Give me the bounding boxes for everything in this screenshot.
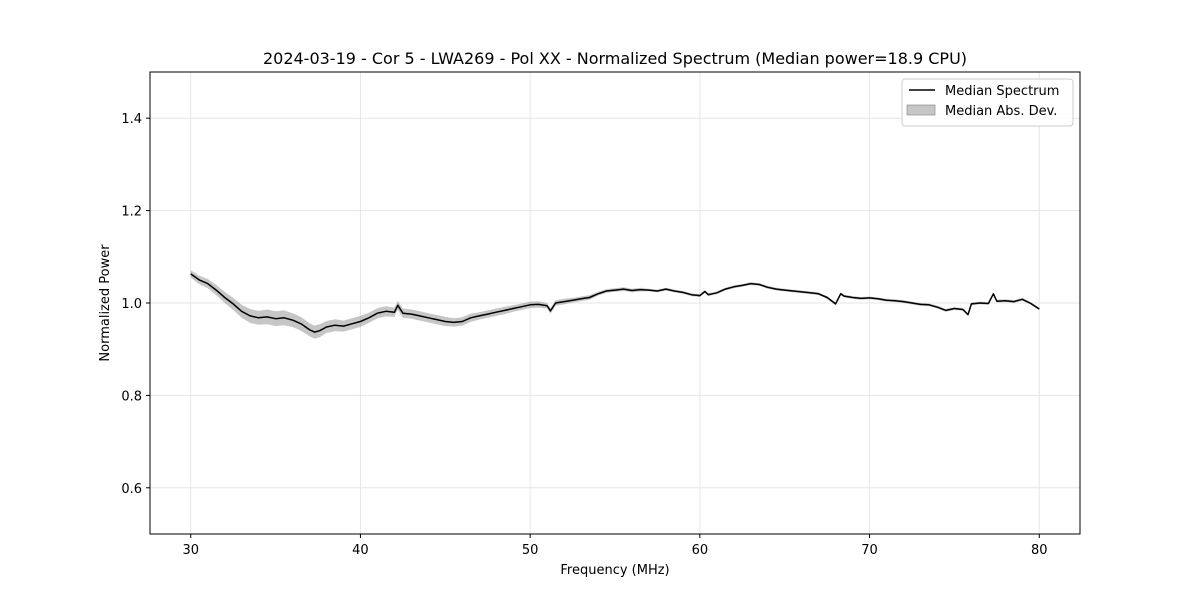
x-axis-label: Frequency (MHz) [560, 563, 669, 578]
y-tick-label: 0.8 [121, 389, 142, 404]
y-tick-label: 1.4 [121, 112, 142, 127]
legend: Median Spectrum Median Abs. Dev. [901, 78, 1074, 127]
legend-box [901, 78, 1074, 127]
x-tick-label: 70 [861, 543, 878, 558]
x-axis-ticks: 30 40 50 60 70 80 [182, 534, 1048, 558]
x-tick-label: 50 [522, 543, 539, 558]
legend-label-median-abs-dev: Median Abs. Dev. [945, 104, 1057, 119]
x-tick-label: 80 [1031, 543, 1048, 558]
x-tick-label: 30 [182, 543, 199, 558]
y-tick-label: 1.2 [121, 205, 142, 220]
y-tick-label: 1.0 [121, 297, 142, 312]
plot-content [190, 270, 1040, 339]
y-tick-label: 0.6 [121, 482, 142, 497]
y-axis-ticks: 0.6 0.8 1.0 1.2 1.4 [121, 112, 150, 497]
x-tick-label: 40 [352, 543, 369, 558]
legend-label-median-spectrum: Median Spectrum [945, 84, 1059, 99]
legend-band-swatch [906, 104, 936, 116]
median-spectrum-line [190, 273, 1040, 333]
x-tick-label: 60 [692, 543, 709, 558]
chart-title: 2024-03-19 - Cor 5 - LWA269 - Pol XX - N… [263, 49, 967, 68]
y-axis-label: Normalized Power [98, 244, 113, 362]
